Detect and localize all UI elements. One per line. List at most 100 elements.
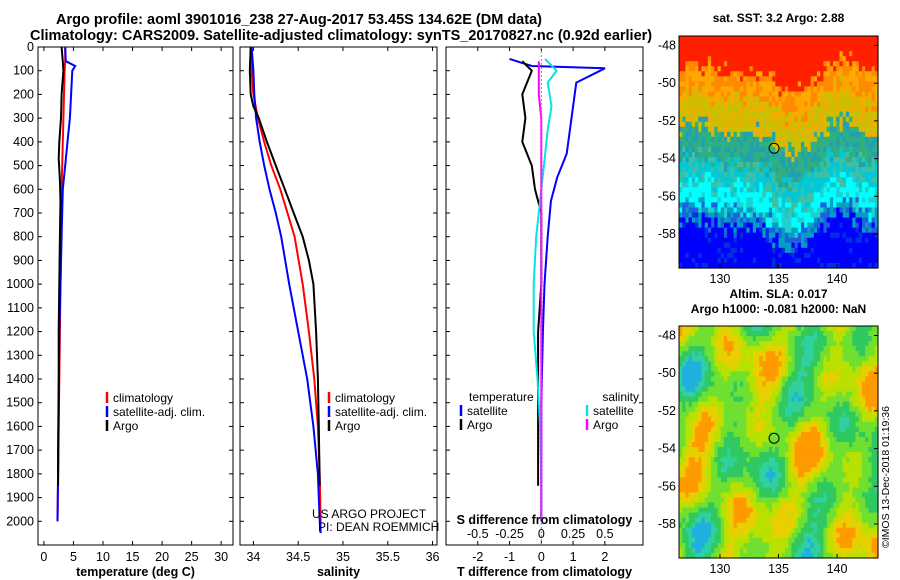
map-cell: [730, 257, 735, 264]
map-cell: [736, 366, 741, 372]
map-cell: [797, 411, 802, 418]
map-cell: [833, 326, 837, 332]
map-cell: [871, 111, 876, 118]
map-cell: [833, 217, 837, 224]
map-cell: [723, 331, 728, 337]
map-cell: [813, 46, 818, 52]
map-cell: [698, 212, 703, 219]
map-cell: [800, 222, 805, 229]
map-cell: [826, 131, 831, 138]
map-cell: [733, 457, 738, 463]
map-cell: [868, 406, 873, 413]
map-cell: [704, 232, 709, 239]
map-cell: [839, 91, 844, 98]
map-cell: [868, 447, 873, 453]
map-cell: [775, 116, 780, 123]
map-cell: [704, 126, 709, 133]
map-cell: [845, 436, 850, 443]
map-cell: [874, 257, 879, 264]
map-cell: [861, 172, 866, 178]
map-cell: [688, 152, 693, 158]
map-cell: [685, 207, 690, 214]
map-cell: [691, 36, 696, 42]
map-cell: [762, 442, 767, 448]
map-cell: [759, 172, 764, 178]
map-cell: [685, 81, 690, 88]
map-cell: [813, 167, 818, 173]
map-cell: [823, 61, 828, 67]
map-cell: [858, 141, 863, 148]
map-cell: [778, 227, 783, 234]
map-cell: [679, 217, 683, 224]
map-cell: [759, 452, 764, 458]
map-cell: [868, 252, 873, 259]
map-cell: [743, 96, 747, 103]
map-cell: [717, 457, 722, 463]
map-cell: [804, 136, 808, 143]
map-cell: [865, 66, 869, 72]
map-cell: [765, 217, 770, 224]
map-cell: [849, 66, 853, 72]
map-cell: [768, 71, 773, 77]
map-cell: [791, 331, 796, 337]
map-cell: [791, 192, 796, 198]
map-cell: [746, 227, 751, 234]
map-cell: [845, 421, 850, 428]
map-cell: [714, 411, 719, 418]
map-cell: [743, 136, 747, 143]
map-cell: [791, 177, 796, 183]
map-cell: [739, 467, 744, 473]
map-cell: [762, 146, 767, 153]
map-cell: [707, 187, 712, 193]
map-cell: [855, 126, 860, 133]
map-cell: [756, 252, 760, 259]
map-cell: [759, 71, 764, 77]
map-cell: [752, 381, 757, 388]
map-cell: [865, 61, 869, 67]
map-cell: [682, 141, 687, 148]
depth-tick-label: 1100: [7, 301, 34, 315]
map-cell: [752, 227, 757, 234]
map-cell: [855, 106, 860, 113]
map-cell: [868, 96, 873, 103]
map-cell: [788, 36, 792, 42]
map-cell: [749, 237, 754, 244]
map-cell: [679, 371, 683, 378]
map-cell: [823, 426, 828, 433]
map-cell: [788, 121, 792, 128]
map-cell: [871, 56, 876, 62]
map-cell: [871, 416, 876, 423]
map-cell: [701, 86, 706, 93]
map-cell: [807, 227, 812, 234]
map-cell: [836, 376, 841, 383]
map-cell: [797, 182, 802, 188]
map-cell: [784, 162, 789, 168]
map-cell: [688, 366, 693, 372]
map-cell: [749, 391, 754, 398]
salinity-legend-2-label: Argo: [335, 419, 361, 433]
map-cell: [733, 346, 738, 352]
map-cell: [829, 452, 834, 458]
map-cell: [833, 396, 837, 403]
map-cell: [691, 222, 696, 229]
map-cell: [749, 341, 754, 347]
map-cell: [707, 116, 712, 123]
map-cell: [733, 91, 738, 98]
map-cell: [797, 86, 802, 93]
map-cell: [804, 376, 808, 383]
map-cell: [704, 157, 709, 163]
map-cell: [839, 212, 844, 219]
map-cell: [714, 447, 719, 453]
map-cell: [695, 51, 699, 57]
map-cell: [691, 467, 696, 473]
map-cell: [778, 146, 783, 153]
map-cell: [833, 121, 837, 128]
map-cell: [794, 462, 799, 468]
map-cell: [849, 106, 853, 113]
map-cell: [871, 131, 876, 138]
map-cell: [868, 41, 873, 47]
map-cell: [691, 257, 696, 264]
map-cell: [730, 421, 735, 428]
map-cell: [717, 101, 722, 108]
map-cell: [685, 262, 690, 269]
